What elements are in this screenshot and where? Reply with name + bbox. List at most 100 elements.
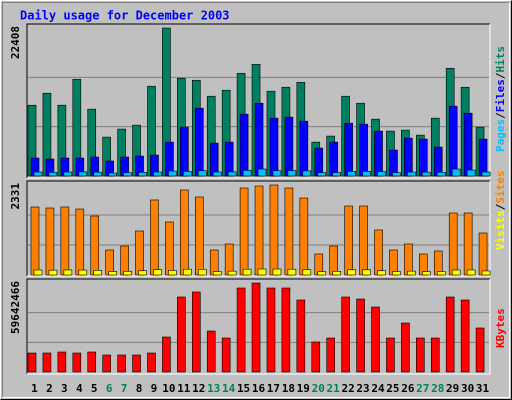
bar — [478, 138, 488, 177]
panel-edge — [26, 180, 490, 276]
bar — [296, 299, 306, 373]
bar — [236, 287, 246, 373]
panel-edge — [26, 278, 490, 374]
x-tick-label: 13 — [207, 382, 220, 395]
bar — [451, 269, 461, 276]
bar — [287, 170, 297, 177]
bar — [165, 221, 174, 276]
bar — [272, 170, 282, 177]
bar — [311, 341, 321, 373]
bar — [347, 171, 356, 177]
bar — [329, 141, 339, 177]
bar — [72, 352, 82, 373]
bar — [257, 268, 267, 276]
x-tick-label: 17 — [267, 382, 280, 395]
x-tick-label: 10 — [162, 382, 175, 395]
bar — [254, 185, 264, 276]
bar — [284, 187, 294, 276]
x-tick-label: 3 — [61, 382, 68, 395]
bar — [183, 268, 192, 276]
bar — [272, 268, 282, 276]
bar — [347, 269, 356, 276]
bar — [329, 245, 339, 276]
legend-entry: KBytes — [494, 308, 507, 348]
legend-entry: Pages — [494, 119, 507, 152]
x-tick-label: 19 — [297, 382, 310, 395]
bar — [341, 296, 350, 373]
bar — [332, 271, 342, 276]
x-tick-label: 31 — [476, 382, 490, 395]
bar — [317, 172, 327, 177]
bar — [481, 171, 491, 177]
x-tick-label: 20 — [312, 382, 325, 395]
bar — [197, 269, 207, 276]
bar — [87, 351, 97, 373]
bar — [93, 270, 103, 276]
bar — [63, 269, 73, 276]
legend: Visits/Sites — [494, 171, 507, 251]
bar — [326, 337, 336, 373]
bar — [227, 171, 237, 177]
chart-title: Daily usage for December 2003 — [20, 9, 230, 23]
legend: Pages/Files/Hits — [494, 46, 507, 152]
bar — [191, 291, 201, 373]
x-tick-label: 9 — [151, 382, 158, 395]
bar — [120, 245, 129, 276]
bar — [221, 337, 231, 373]
bar — [138, 172, 147, 177]
bar — [416, 337, 425, 373]
x-tick-label: 27 — [416, 382, 429, 395]
bar — [359, 205, 368, 276]
bar — [45, 207, 55, 276]
bar — [430, 337, 440, 373]
bar — [475, 327, 485, 373]
bar — [108, 172, 117, 177]
bar — [194, 196, 204, 276]
bar — [478, 232, 488, 276]
bar — [314, 147, 324, 177]
bar — [242, 268, 252, 276]
bar — [302, 170, 312, 177]
bar — [42, 352, 52, 373]
x-tick-label: 21 — [327, 382, 341, 395]
bar — [194, 107, 204, 177]
x-tick-label: 15 — [237, 382, 250, 395]
bar — [407, 171, 416, 177]
bar — [299, 120, 309, 177]
bar — [60, 206, 70, 276]
bar — [436, 172, 446, 177]
bar — [123, 172, 132, 177]
bar — [374, 130, 383, 177]
bar — [466, 269, 476, 276]
bar — [281, 287, 291, 373]
bar — [251, 282, 261, 373]
legend-entry: Sites — [494, 171, 507, 204]
bar — [78, 171, 88, 177]
x-tick-label: 8 — [136, 382, 143, 395]
bar — [132, 354, 141, 373]
bar — [138, 270, 147, 276]
bar — [317, 271, 327, 276]
x-tick-label: 4 — [76, 382, 83, 395]
bar — [466, 169, 476, 177]
bar — [153, 171, 162, 177]
legend-separator: / — [494, 112, 507, 119]
panel-edge — [26, 23, 490, 178]
bar — [392, 172, 401, 177]
bar — [377, 270, 386, 276]
bar — [90, 215, 100, 276]
bar — [242, 170, 252, 177]
bar — [448, 105, 458, 177]
bar — [481, 270, 491, 276]
x-tick-label: 7 — [121, 382, 128, 395]
bar — [57, 351, 67, 373]
x-tick-label: 25 — [386, 382, 399, 395]
legend: KBytes — [494, 308, 507, 348]
y-tick-label: 22408 — [9, 26, 22, 59]
bar — [302, 269, 312, 276]
bar — [445, 296, 455, 373]
x-tick-label: 14 — [222, 382, 236, 395]
